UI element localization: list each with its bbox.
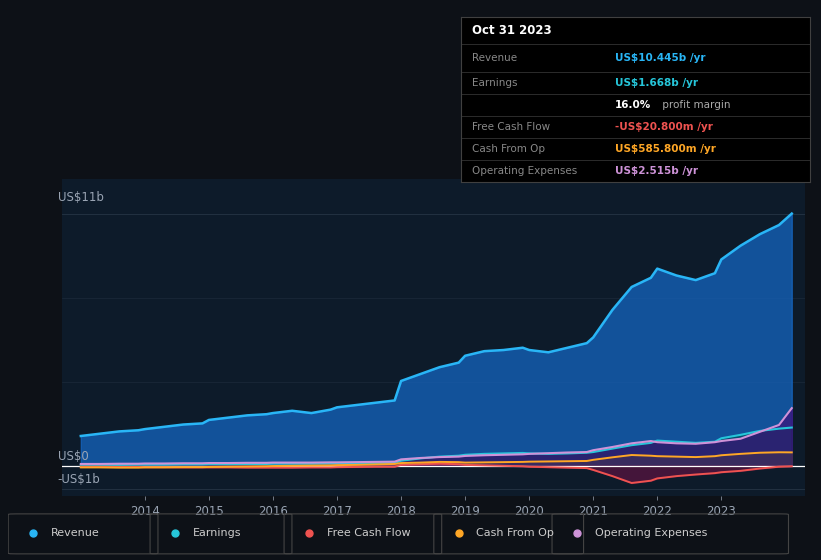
Text: US$0: US$0 xyxy=(57,450,89,463)
Text: Free Cash Flow: Free Cash Flow xyxy=(472,122,550,132)
Text: profit margin: profit margin xyxy=(658,100,730,110)
Text: US$2.515b /yr: US$2.515b /yr xyxy=(615,166,698,176)
Text: Operating Expenses: Operating Expenses xyxy=(594,529,707,538)
Text: Revenue: Revenue xyxy=(472,53,517,63)
Text: Operating Expenses: Operating Expenses xyxy=(472,166,577,176)
Text: Cash From Op: Cash From Op xyxy=(476,529,554,538)
Text: US$11b: US$11b xyxy=(57,191,103,204)
Text: Earnings: Earnings xyxy=(193,529,241,538)
Text: US$585.800m /yr: US$585.800m /yr xyxy=(615,144,716,154)
Text: Oct 31 2023: Oct 31 2023 xyxy=(472,24,552,37)
Text: US$10.445b /yr: US$10.445b /yr xyxy=(615,53,705,63)
Text: Earnings: Earnings xyxy=(472,78,517,88)
Text: 16.0%: 16.0% xyxy=(615,100,651,110)
Text: US$1.668b /yr: US$1.668b /yr xyxy=(615,78,698,88)
Text: Revenue: Revenue xyxy=(51,529,99,538)
Text: -US$20.800m /yr: -US$20.800m /yr xyxy=(615,122,713,132)
Text: Free Cash Flow: Free Cash Flow xyxy=(327,529,410,538)
Text: Cash From Op: Cash From Op xyxy=(472,144,545,154)
Text: -US$1b: -US$1b xyxy=(57,473,101,486)
